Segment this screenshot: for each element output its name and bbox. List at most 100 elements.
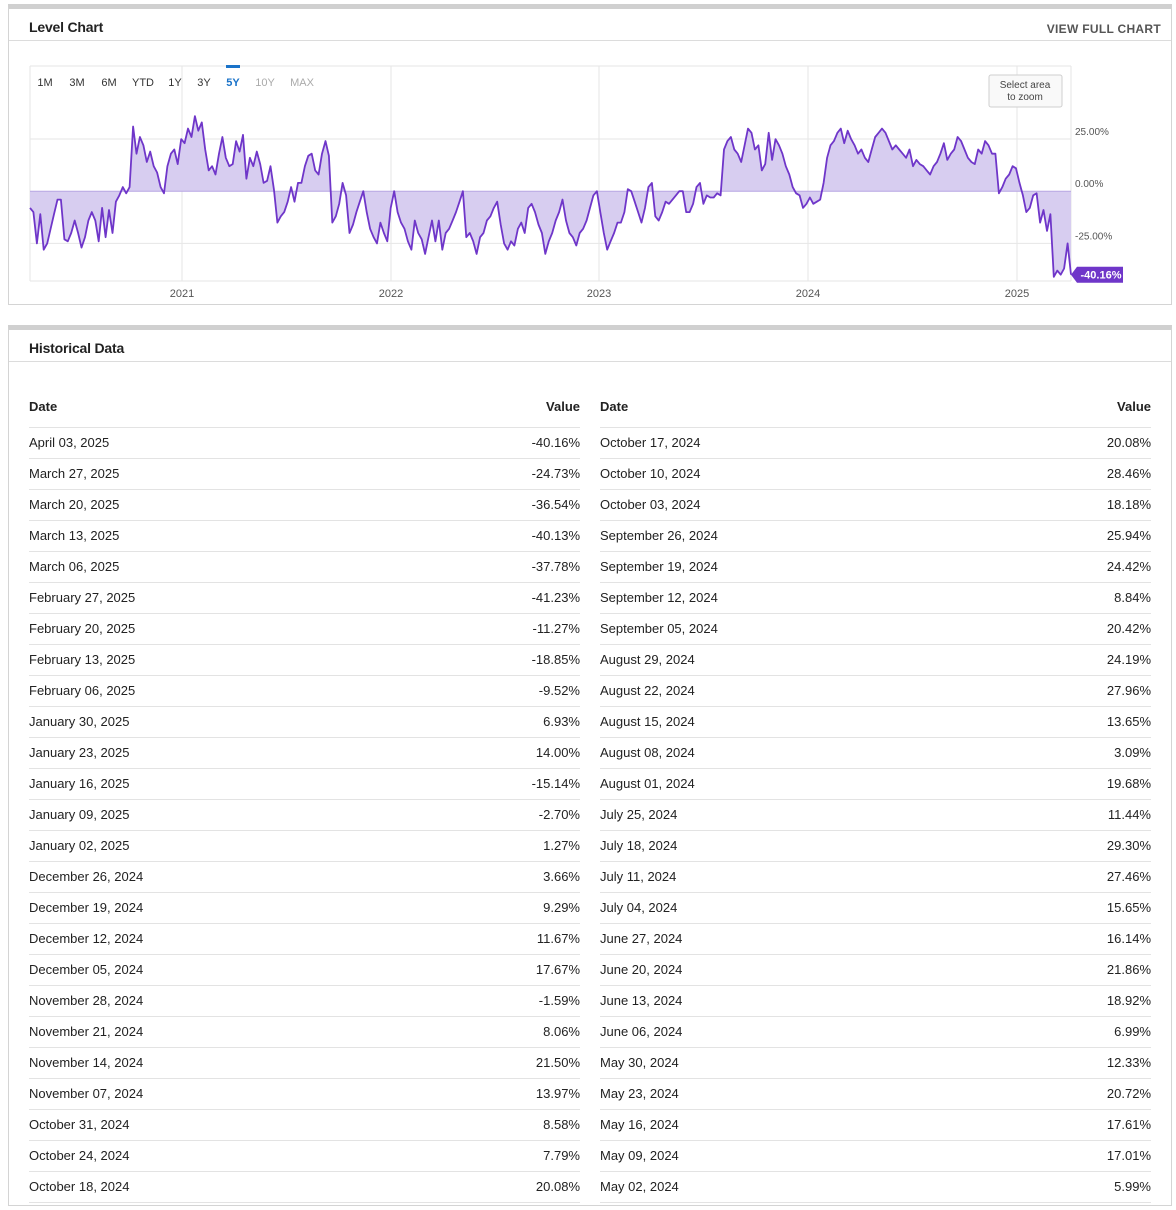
table-row: February 06, 2025 -9.52% (29, 675, 580, 707)
table-row: October 18, 2024 20.08% (29, 1171, 580, 1203)
table-row: January 16, 2025 -15.14% (29, 768, 580, 800)
row-value: 6.99% (1000, 1016, 1151, 1048)
row-date: August 29, 2024 (600, 644, 1001, 676)
row-date: December 26, 2024 (29, 861, 416, 893)
table-row: September 12, 2024 8.84% (600, 582, 1151, 614)
table-row: March 13, 2025 -40.13% (29, 520, 580, 552)
row-date: May 16, 2024 (600, 1109, 1001, 1141)
row-value: 19.68% (1000, 768, 1151, 800)
y-tick-label: -25.00% (1075, 231, 1112, 242)
table-row: March 06, 2025 -37.78% (29, 551, 580, 583)
x-tick-label: 2021 (170, 288, 194, 300)
range-button-6m[interactable]: 6M (101, 77, 116, 89)
table-row: September 26, 2024 25.94% (600, 520, 1151, 552)
row-date: September 19, 2024 (600, 551, 1001, 583)
table-header-row: Date Value (600, 387, 1151, 428)
table-row: November 07, 2024 13.97% (29, 1078, 580, 1110)
row-date: June 06, 2024 (600, 1016, 1001, 1048)
row-date: May 23, 2024 (600, 1078, 1001, 1110)
row-date: July 04, 2024 (600, 892, 1001, 924)
row-value: 13.97% (415, 1078, 580, 1110)
table-row: March 27, 2025 -24.73% (29, 458, 580, 490)
x-tick-label: 2025 (1005, 288, 1029, 300)
table-row: January 23, 2025 14.00% (29, 737, 580, 769)
row-value: 20.42% (1000, 613, 1151, 645)
row-date: December 12, 2024 (29, 923, 416, 955)
table-row: January 02, 2025 1.27% (29, 830, 580, 862)
table-row: June 13, 2024 18.92% (600, 985, 1151, 1017)
row-value: 29.30% (1000, 830, 1151, 862)
row-date: May 02, 2024 (600, 1171, 1001, 1203)
series-area-fill (30, 116, 1071, 277)
row-value: 11.44% (1000, 799, 1151, 831)
row-value: -15.14% (415, 768, 580, 800)
row-value: 24.19% (1000, 644, 1151, 676)
row-value: 1.27% (415, 830, 580, 862)
row-date: July 25, 2024 (600, 799, 1001, 831)
range-button-3y[interactable]: 3Y (197, 77, 211, 89)
row-value: 20.72% (1000, 1078, 1151, 1110)
table-row: March 20, 2025 -36.54% (29, 489, 580, 521)
y-tick-label: 25.00% (1075, 127, 1109, 138)
row-value: 25.94% (1000, 520, 1151, 552)
row-value: -40.13% (415, 520, 580, 552)
row-date: January 02, 2025 (29, 830, 416, 862)
row-date: August 01, 2024 (600, 768, 1001, 800)
table-row: January 30, 2025 6.93% (29, 706, 580, 738)
row-value: -9.52% (415, 675, 580, 707)
row-date: December 19, 2024 (29, 892, 416, 924)
level-chart[interactable]: 2021 2022 2023 2024 2025 25.00% 0.00% -25.00% -4… (9, 9, 1171, 305)
last-value-flag (1071, 266, 1123, 283)
panel-divider (9, 361, 1171, 362)
row-date: October 17, 2024 (600, 427, 1001, 459)
table-row: August 01, 2024 19.68% (600, 768, 1151, 800)
historical-data-title: Historical Data (29, 340, 125, 356)
range-button-1y[interactable]: 1Y (168, 77, 182, 89)
x-tick-label: 2022 (379, 288, 403, 300)
table-row: February 27, 2025 -41.23% (29, 582, 580, 614)
table-header-row: Date Value (29, 387, 580, 428)
table-row: July 11, 2024 27.46% (600, 861, 1151, 893)
view-full-chart-link[interactable]: VIEW FULL CHART (1046, 22, 1161, 36)
range-button-ytd[interactable]: YTD (132, 77, 154, 89)
row-date: July 11, 2024 (600, 861, 1001, 893)
range-button-max[interactable]: MAX (290, 77, 315, 89)
table-row: November 21, 2024 8.06% (29, 1016, 580, 1048)
range-button-5y[interactable]: 5Y (226, 77, 240, 89)
row-value: 27.96% (1000, 675, 1151, 707)
historical-table-left: Date Value April 03, 2025 -40.16% March 27… (29, 387, 580, 1203)
range-button-3m[interactable]: 3M (69, 77, 84, 89)
table-row: July 18, 2024 29.30% (600, 830, 1151, 862)
row-value: -36.54% (415, 489, 580, 521)
table-row: August 08, 2024 3.09% (600, 737, 1151, 769)
row-value: 18.18% (1000, 489, 1151, 521)
zoom-hint-text: Select area (1000, 80, 1051, 91)
table-row: October 10, 2024 28.46% (600, 458, 1151, 490)
row-value: 8.06% (415, 1016, 580, 1048)
row-date: July 18, 2024 (600, 830, 1001, 862)
row-value: 28.46% (1000, 458, 1151, 490)
row-date: October 03, 2024 (600, 489, 1001, 521)
date-header: Date (29, 387, 416, 428)
table-row: September 05, 2024 20.42% (600, 613, 1151, 645)
row-date: March 27, 2025 (29, 458, 416, 490)
row-date: March 13, 2025 (29, 520, 416, 552)
row-date: January 23, 2025 (29, 737, 416, 769)
row-date: April 03, 2025 (29, 427, 416, 459)
range-button-1m[interactable]: 1M (37, 77, 52, 89)
zoom-hint-text: to zoom (1007, 92, 1043, 103)
table-row: June 27, 2024 16.14% (600, 923, 1151, 955)
table-row: October 24, 2024 7.79% (29, 1140, 580, 1172)
row-value: 20.08% (1000, 427, 1151, 459)
table-row: August 22, 2024 27.96% (600, 675, 1151, 707)
row-value: -37.78% (415, 551, 580, 583)
date-header: Date (600, 387, 1001, 428)
series-line (29, 115, 1072, 278)
table-row: December 26, 2024 3.66% (29, 861, 580, 893)
last-value-label: -40.16% (1081, 270, 1122, 282)
range-button-10y[interactable]: 10Y (255, 77, 275, 89)
row-value: 8.84% (1000, 582, 1151, 614)
row-value: 17.67% (415, 954, 580, 986)
table-row: May 09, 2024 17.01% (600, 1140, 1151, 1172)
row-value: 21.50% (415, 1047, 580, 1079)
